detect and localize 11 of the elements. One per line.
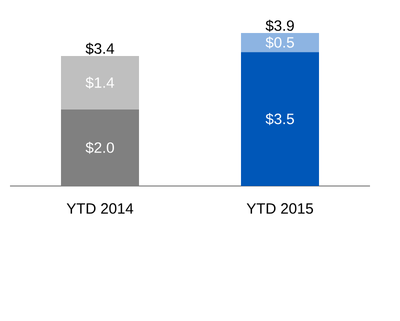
- x-tick-label: YTD 2014: [66, 203, 134, 214]
- x-tick-label: YTD 2015: [246, 203, 314, 214]
- data-label: $1.4: [86, 76, 114, 89]
- data-label: $0.5: [266, 36, 294, 49]
- total-label: $3.9: [266, 20, 294, 32]
- data-label: $2.0: [86, 142, 114, 154]
- bar: [61, 56, 139, 110]
- data-label: $3.5: [266, 113, 294, 126]
- bar: [241, 32, 320, 52]
- total-label: $3.4: [86, 42, 114, 55]
- bar: [241, 52, 320, 186]
